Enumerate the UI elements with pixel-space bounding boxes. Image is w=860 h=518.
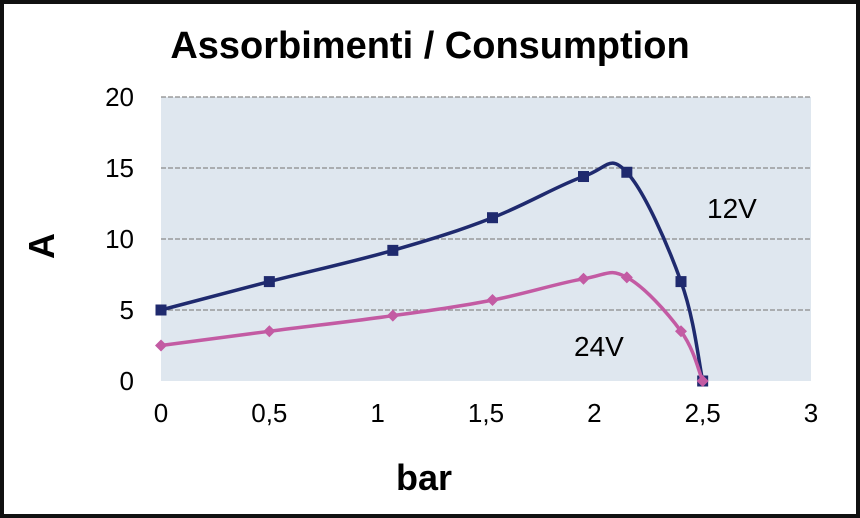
data-point (263, 276, 275, 288)
y-axis-title: A (21, 233, 62, 259)
data-point (675, 276, 687, 288)
series-label-12v: 12V (707, 193, 757, 224)
x-axis-title: bar (396, 457, 452, 498)
x-tick-label: 0,5 (251, 398, 287, 428)
consumption-chart: Assorbimenti / Consumption bar A 0510152… (21, 25, 818, 498)
series-line (160, 161, 705, 382)
x-tick-label: 1 (370, 398, 384, 428)
data-point (621, 166, 633, 178)
data-point (620, 271, 633, 284)
series-label-24v: 24V (574, 331, 624, 362)
data-point (577, 272, 590, 285)
data-point (155, 304, 167, 316)
x-tick-label: 0 (154, 398, 168, 428)
data-point (675, 325, 687, 338)
data-point (578, 171, 589, 183)
y-tick-label: 0 (120, 366, 134, 396)
data-point (486, 294, 499, 307)
x-tick-label: 2,5 (685, 398, 721, 428)
y-tick-label: 10 (105, 224, 134, 254)
data-point (155, 339, 167, 352)
x-tick-label: 1,5 (468, 398, 504, 428)
data-point (386, 309, 399, 322)
y-tick-label: 20 (105, 82, 134, 112)
data-point (487, 212, 498, 224)
data-point (696, 375, 709, 387)
y-tick-label: 15 (105, 153, 134, 183)
chart-title: Assorbimenti / Consumption (170, 25, 689, 67)
data-point (263, 325, 276, 338)
y-tick-label: 5 (120, 295, 134, 325)
data-point (387, 244, 399, 256)
x-tick-label: 2 (587, 398, 601, 428)
x-tick-label: 3 (804, 398, 818, 428)
